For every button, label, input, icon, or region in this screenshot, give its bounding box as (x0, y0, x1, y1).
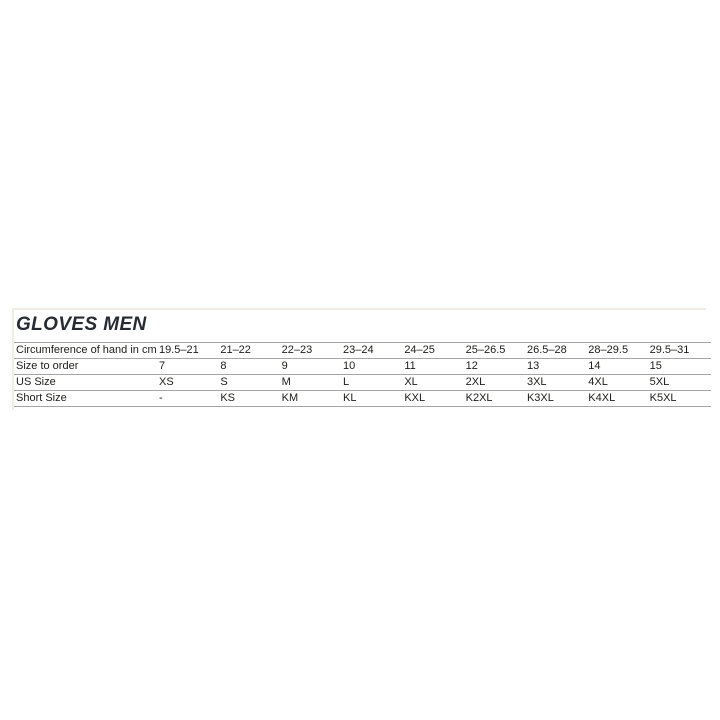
table-cell: 11 (404, 360, 416, 372)
table-cell: S (220, 376, 228, 388)
table-row-short-size: Short Size - KS KM KL KXL K2XL K3XL K4XL… (14, 390, 711, 407)
table-cell: KS (220, 392, 236, 404)
table-cell: 13 (526, 360, 540, 372)
table-cell: - (159, 392, 163, 404)
table-cell: 14 (588, 360, 601, 372)
table-cell: K4XL (588, 392, 616, 404)
table-cell: 22–23 (281, 344, 313, 356)
table-cell: 15 (649, 360, 662, 372)
table-cell: 8 (220, 360, 227, 372)
table-cell: 21–22 (220, 344, 251, 356)
row-label: US Size (16, 376, 56, 388)
table-cell: XS (159, 376, 174, 388)
table-row-circumference: Circumference of hand in cm 19.5–21 21–2… (14, 342, 711, 359)
table-cell: 10 (342, 360, 356, 372)
table-row-us-size: US Size XS S M L XL 2XL 3XL 4XL 5XL (14, 374, 711, 391)
table-cell: 26.5–28 (526, 344, 567, 356)
table-cell: 2XL (465, 376, 486, 388)
table-cell: XL (404, 376, 418, 388)
table-cell: KM (281, 392, 299, 404)
size-chart-table: Circumference of hand in cm 19.5–21 21–2… (14, 342, 711, 407)
table-cell: 3XL (526, 376, 547, 388)
table-cell: M (281, 376, 291, 388)
table-cell: 5XL (649, 376, 670, 388)
row-label: Size to order (16, 360, 79, 372)
table-cell: 9 (281, 360, 288, 372)
table-cell: 28–29.5 (588, 344, 629, 356)
table-cell: 4XL (588, 376, 608, 388)
table-cell: 25–26.5 (465, 344, 506, 356)
table-cell: 7 (159, 360, 166, 372)
table-cell: KL (342, 392, 357, 404)
table-cell: 19.5–21 (159, 344, 199, 356)
table-cell: KXL (404, 392, 426, 404)
row-label: Short Size (16, 392, 67, 404)
table-cell: 12 (465, 360, 478, 372)
table-cell: K3XL (526, 392, 554, 404)
table-cell: 24–25 (404, 344, 435, 356)
table-cell: 29.5–31 (649, 344, 690, 356)
table-cell: K5XL (649, 392, 677, 404)
section-title: GLOVES MEN (16, 314, 147, 335)
table-cell: L (342, 376, 350, 388)
size-chart-panel: GLOVES MEN Circumference of hand in cm 1… (12, 308, 711, 410)
table-row-size-to-order: Size to order 7 8 9 10 11 12 13 14 15 (14, 358, 711, 375)
table-cell: K2XL (465, 392, 493, 404)
table-cell: 23–24 (342, 344, 374, 356)
row-label: Circumference of hand in cm (16, 344, 157, 356)
